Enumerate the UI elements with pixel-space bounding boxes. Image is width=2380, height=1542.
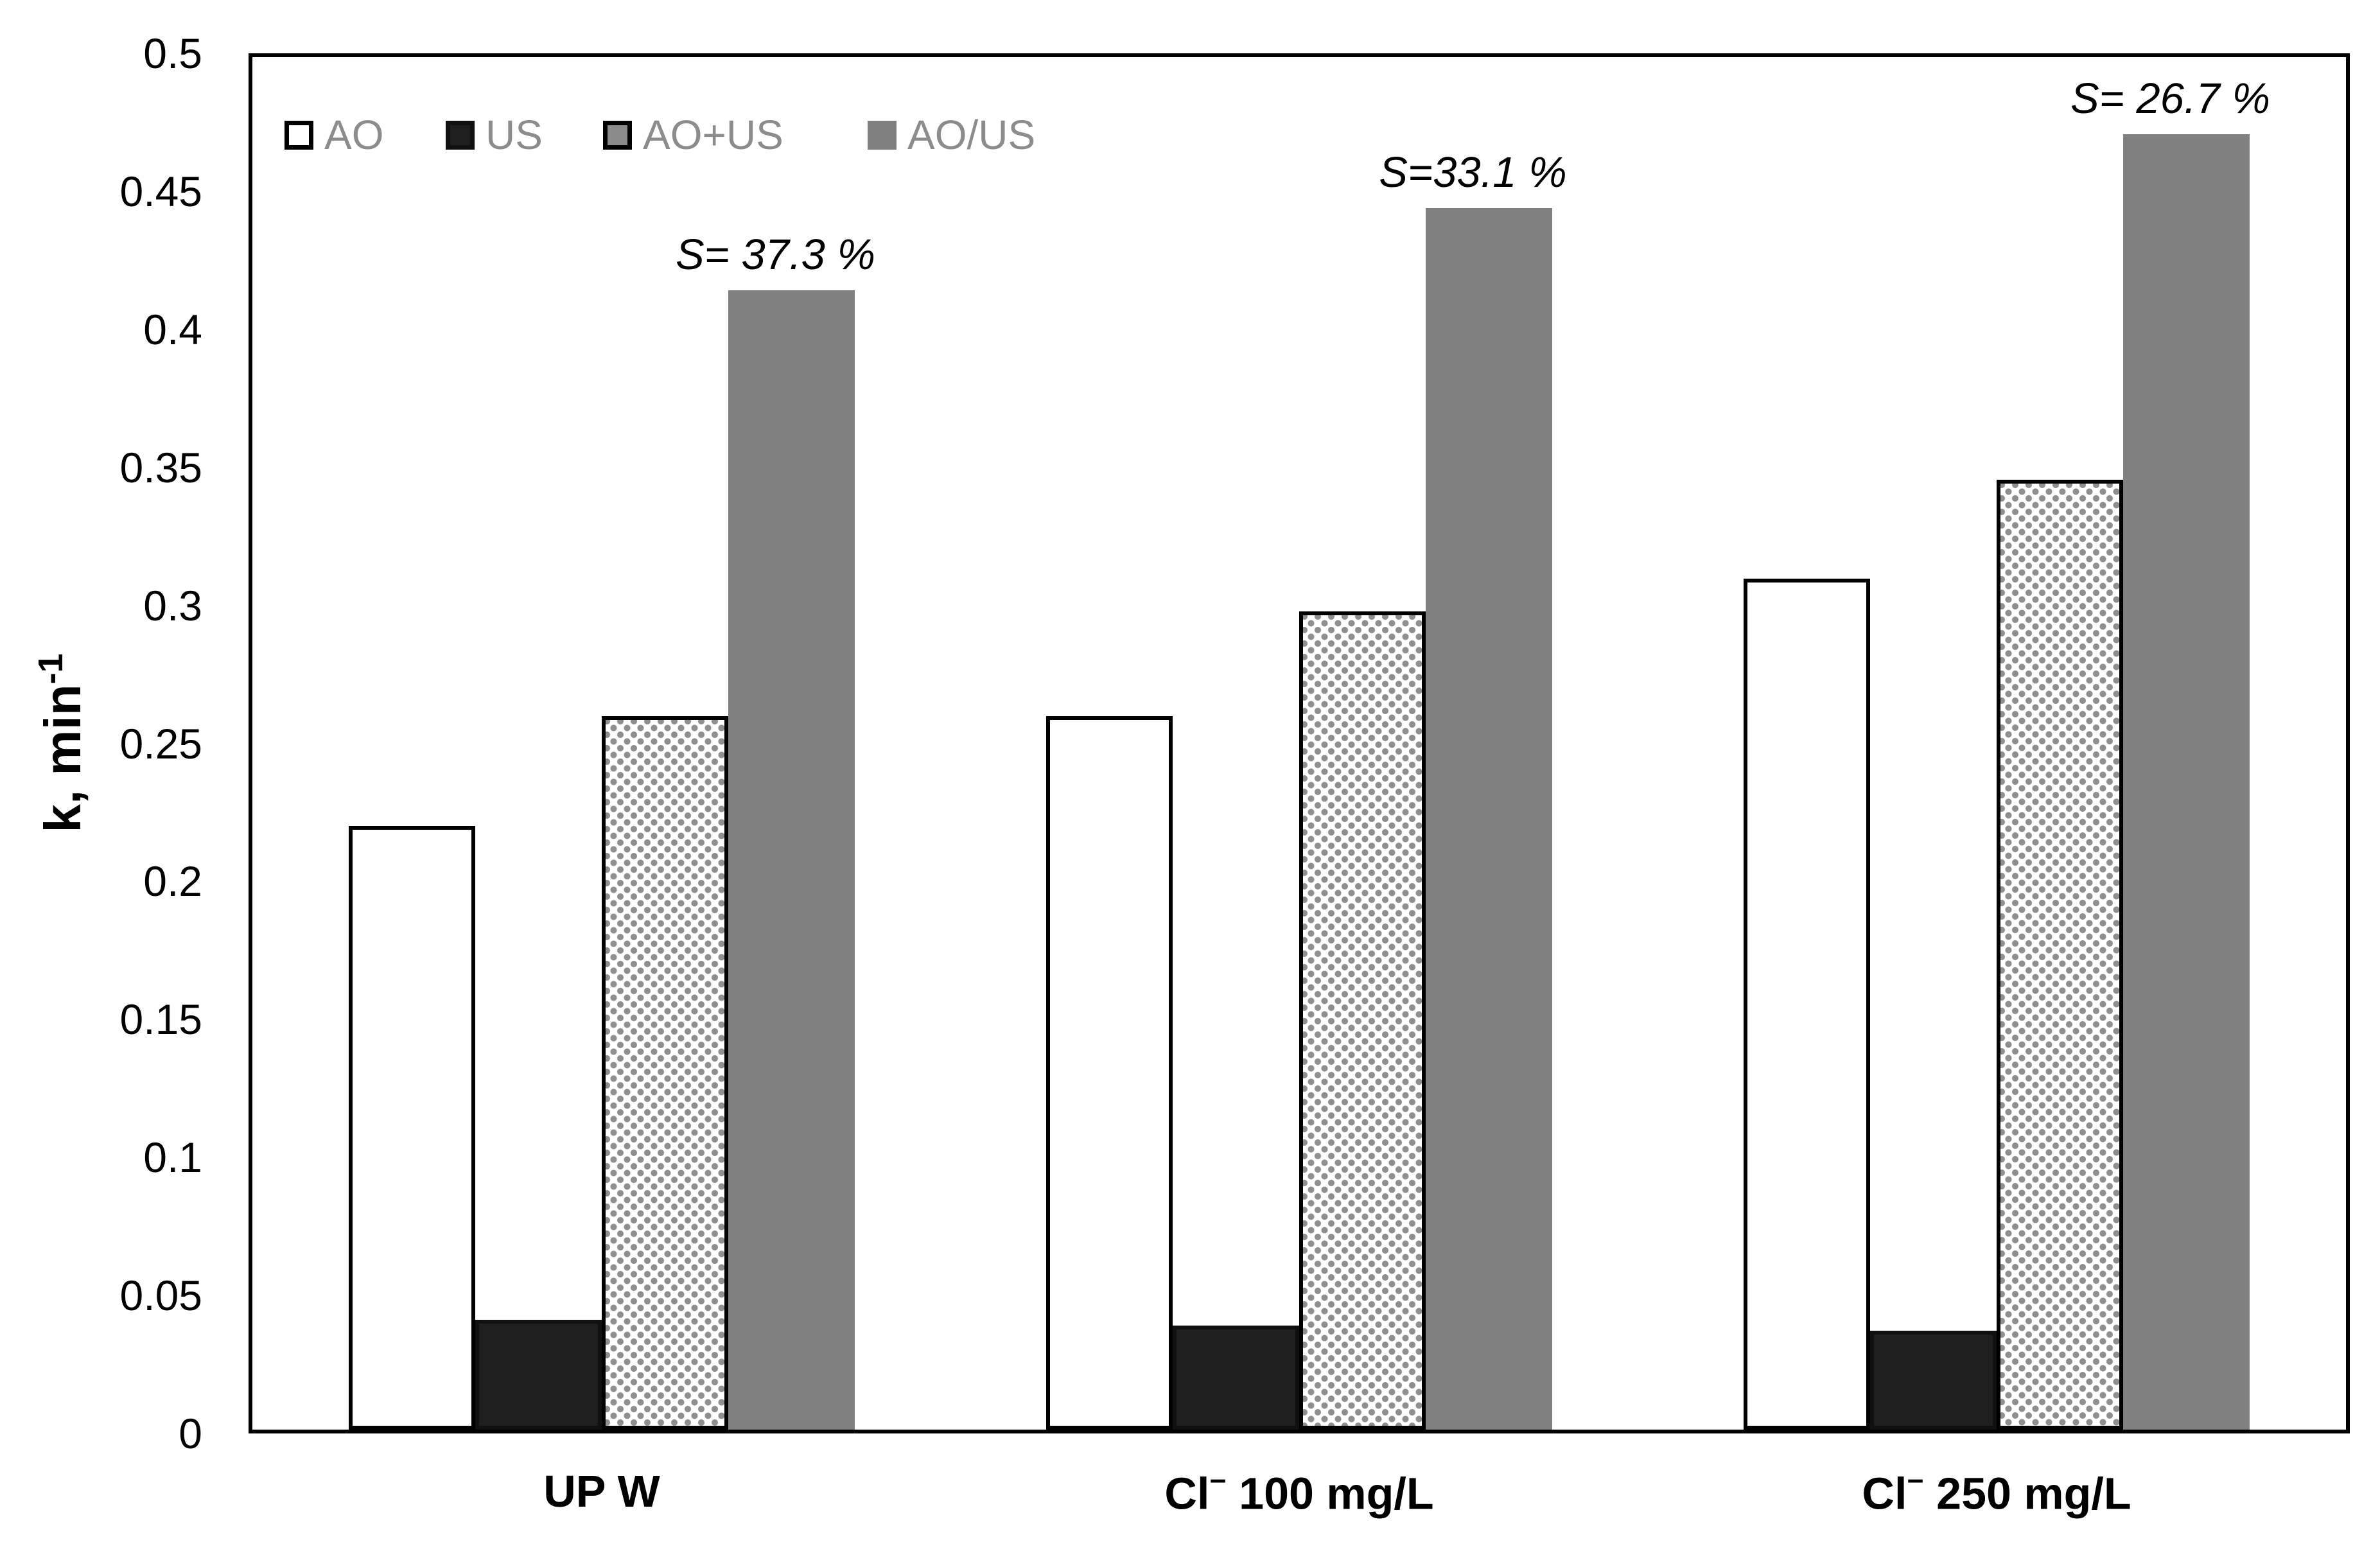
y-tick-label: 0.5 (143, 30, 202, 77)
legend-swatch-gray (868, 120, 897, 150)
bar-ao-us-2 (1426, 208, 1552, 1430)
superscript-minus: − (1209, 1464, 1227, 1497)
label-text: Cl (1164, 1468, 1210, 1519)
y-tick-label: 0.25 (119, 719, 202, 767)
bar-ao-3 (1744, 579, 1870, 1430)
synergy-annotation: S= 26.7 % (2070, 74, 2271, 123)
y-tick-label: 0.45 (119, 167, 202, 215)
x-category-label: UP W (543, 1469, 660, 1514)
y-tick-label: 0.4 (143, 305, 202, 353)
legend-label: US (486, 112, 543, 158)
bar-ao-us-1 (602, 716, 728, 1430)
legend-item-us: US (446, 114, 543, 155)
bar-ao-us-3 (2123, 134, 2250, 1430)
y-tick-label: 0.2 (143, 857, 202, 906)
plot-area: S= 37.3 % S=33.1 % S= 26.7 % AO US AO+US AO/U… (249, 53, 2350, 1433)
label-text: 100 mg/L (1226, 1468, 1434, 1519)
plot-inner: S= 37.3 % S=33.1 % S= 26.7 % AO US AO+US AO/U… (252, 57, 2346, 1430)
y-tick-label: 0.1 (143, 1134, 202, 1182)
bar-ao-us-3 (1997, 480, 2123, 1430)
y-tick-label: 0.3 (143, 581, 202, 629)
legend-label: AO (324, 112, 384, 158)
x-category-label: Cl− 250 mg/L (1862, 1466, 2131, 1519)
y-tick-label: 0.35 (119, 443, 202, 491)
bar-ao-1 (349, 826, 475, 1430)
legend-label: AO+US (643, 112, 783, 158)
y-tick-label: 0.05 (119, 1272, 202, 1320)
x-category-label: Cl− 100 mg/L (1164, 1466, 1434, 1519)
legend-swatch-dotted (603, 120, 632, 150)
label-text: 250 mg/L (1923, 1468, 2131, 1519)
synergy-annotation: S= 37.3 % (675, 231, 876, 279)
legend-swatch-white (284, 120, 313, 150)
bar-us-2 (1173, 1326, 1299, 1430)
legend-item-ao: AO (284, 114, 383, 155)
bar-us-1 (475, 1320, 602, 1430)
y-axis-title-superscript: -1 (31, 653, 71, 685)
bar-ao-2 (1046, 716, 1173, 1430)
legend-item-ao-us: AO+US (603, 114, 783, 155)
legend-swatch-black (446, 120, 475, 150)
y-tick-label: 0.15 (119, 995, 202, 1044)
legend-item-ao-us: AO/US (868, 114, 1035, 155)
synergy-annotation: S=33.1 % (1379, 148, 1567, 197)
label-text: UP W (543, 1466, 660, 1516)
superscript-minus: − (1907, 1464, 1924, 1497)
bar-ao-us-2 (1299, 611, 1426, 1430)
label-text: Cl (1862, 1468, 1907, 1519)
y-tick-label: 0 (179, 1410, 202, 1457)
legend-label: AO/US (907, 112, 1036, 158)
bar-us-3 (1870, 1331, 1997, 1430)
bar-ao-us-1 (728, 290, 855, 1430)
